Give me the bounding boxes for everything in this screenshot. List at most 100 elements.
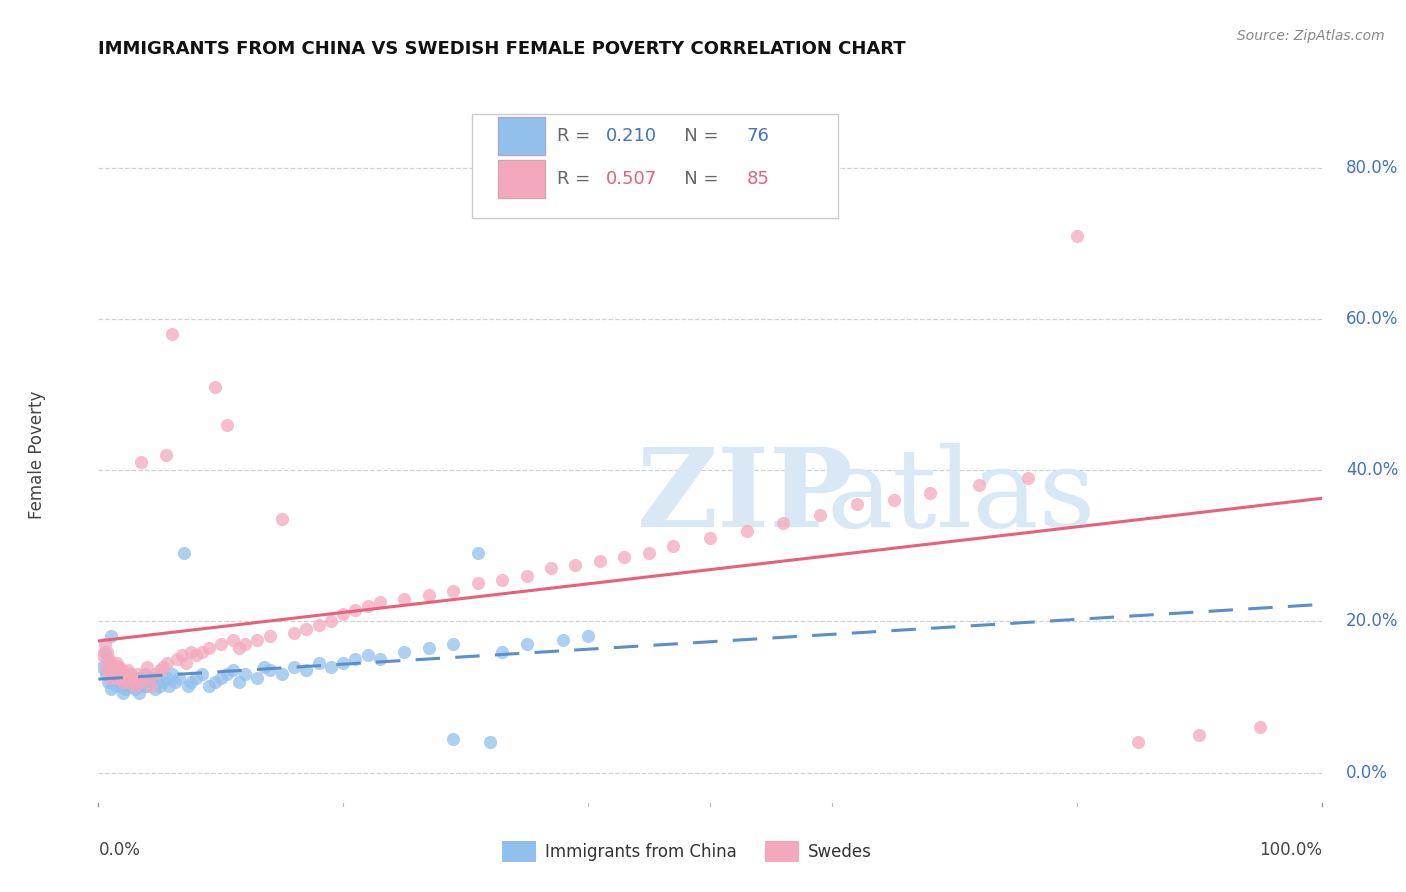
- Point: [515, 569, 537, 583]
- Point: [662, 539, 685, 553]
- Point: [132, 679, 155, 693]
- Point: [191, 667, 214, 681]
- Point: [246, 671, 269, 685]
- Text: N =: N =: [668, 128, 724, 145]
- Point: [101, 656, 124, 670]
- Point: [103, 664, 125, 678]
- Text: R =: R =: [557, 128, 596, 145]
- Text: 100.0%: 100.0%: [1258, 841, 1322, 859]
- Text: 80.0%: 80.0%: [1346, 159, 1399, 177]
- Point: [149, 664, 172, 678]
- FancyBboxPatch shape: [471, 114, 838, 219]
- Point: [134, 671, 156, 685]
- Point: [110, 671, 132, 685]
- Point: [1188, 728, 1211, 742]
- Point: [808, 508, 831, 523]
- Point: [197, 640, 219, 655]
- Point: [108, 659, 131, 673]
- Point: [107, 671, 129, 685]
- Point: [259, 664, 281, 678]
- Point: [117, 667, 139, 681]
- Point: [467, 576, 489, 591]
- Point: [108, 667, 131, 681]
- Point: [107, 667, 129, 681]
- Point: [114, 682, 136, 697]
- Point: [111, 664, 134, 678]
- Point: [180, 674, 202, 689]
- Point: [156, 671, 179, 685]
- Point: [319, 659, 342, 673]
- Point: [120, 667, 142, 681]
- Point: [100, 671, 122, 685]
- Point: [98, 652, 121, 666]
- Text: 0.507: 0.507: [606, 169, 658, 187]
- Point: [356, 599, 378, 614]
- Point: [117, 664, 139, 678]
- Point: [295, 664, 318, 678]
- Point: [114, 671, 136, 685]
- Point: [637, 546, 661, 560]
- Point: [149, 679, 172, 693]
- Point: [101, 671, 124, 685]
- Point: [283, 625, 305, 640]
- Point: [491, 644, 513, 658]
- Point: [233, 667, 256, 681]
- Text: 85: 85: [747, 169, 769, 187]
- Point: [540, 561, 562, 575]
- Point: [553, 633, 575, 648]
- Point: [121, 671, 143, 685]
- Point: [111, 674, 134, 689]
- Point: [295, 622, 318, 636]
- Point: [129, 674, 152, 689]
- Point: [209, 637, 232, 651]
- Point: [155, 448, 177, 462]
- Point: [308, 618, 330, 632]
- Point: [319, 615, 342, 629]
- Text: ZIP: ZIP: [637, 443, 853, 550]
- Point: [91, 659, 114, 673]
- Text: 20.0%: 20.0%: [1346, 612, 1399, 631]
- Point: [166, 652, 188, 666]
- Point: [418, 588, 440, 602]
- Point: [1066, 228, 1088, 243]
- Point: [100, 629, 122, 643]
- Point: [233, 637, 256, 651]
- Text: IMMIGRANTS FROM CHINA VS SWEDISH FEMALE POVERTY CORRELATION CHART: IMMIGRANTS FROM CHINA VS SWEDISH FEMALE …: [98, 40, 905, 58]
- Point: [160, 326, 183, 341]
- Point: [105, 659, 128, 673]
- Point: [332, 656, 354, 670]
- Point: [118, 679, 141, 693]
- Point: [121, 674, 143, 689]
- Text: 0.210: 0.210: [606, 128, 657, 145]
- Point: [467, 546, 489, 560]
- Point: [143, 682, 166, 697]
- Point: [564, 558, 586, 572]
- Point: [920, 485, 942, 500]
- Point: [344, 652, 367, 666]
- Text: 60.0%: 60.0%: [1346, 310, 1399, 327]
- Bar: [765, 841, 800, 862]
- Point: [204, 380, 226, 394]
- Point: [215, 417, 238, 432]
- Point: [191, 644, 214, 658]
- Point: [97, 674, 120, 689]
- Point: [176, 656, 198, 670]
- Point: [146, 674, 169, 689]
- Point: [97, 667, 120, 681]
- Text: 76: 76: [747, 128, 769, 145]
- Text: Swedes: Swedes: [808, 843, 872, 861]
- Text: Immigrants from China: Immigrants from China: [546, 843, 737, 861]
- Point: [222, 633, 245, 648]
- Point: [91, 648, 114, 663]
- Point: [967, 478, 990, 492]
- Point: [129, 674, 152, 689]
- Point: [100, 682, 122, 697]
- Point: [143, 667, 166, 681]
- Point: [136, 679, 159, 693]
- Point: [160, 667, 183, 681]
- Point: [124, 682, 146, 697]
- Point: [270, 512, 294, 526]
- Point: [418, 640, 440, 655]
- Point: [98, 656, 121, 670]
- Point: [152, 674, 174, 689]
